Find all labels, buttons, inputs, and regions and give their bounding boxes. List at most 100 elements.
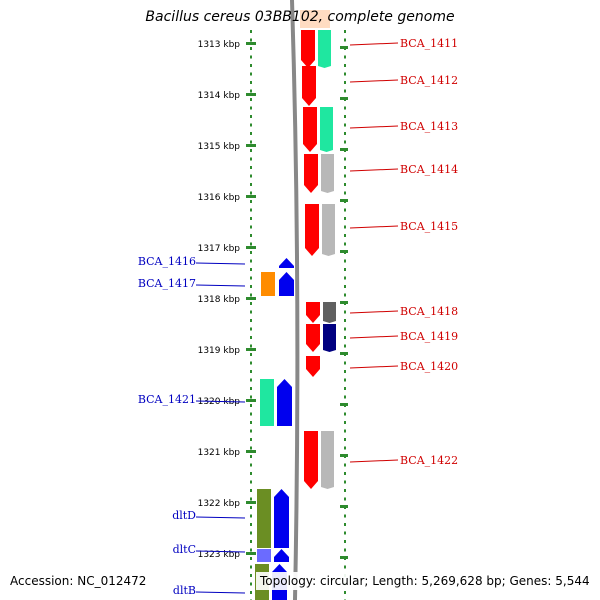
genome-title: Bacillus cereus 03BB102, complete genome <box>145 9 455 25</box>
gene-tag-box <box>257 549 271 562</box>
scale-tick-right <box>340 301 348 304</box>
scale-label: 1323 kbp <box>198 550 241 560</box>
accession-label: Accession: NC_012472 <box>10 574 147 588</box>
gene-leader-line <box>195 591 246 594</box>
gene-leader-line <box>195 284 246 287</box>
gene-arrow <box>305 204 319 256</box>
gene-bca_1418[interactable]: BCA_1418 <box>306 302 458 323</box>
gene-label[interactable]: BCA_1417 <box>138 277 196 290</box>
genome-backbone <box>290 0 300 600</box>
scale-tick-right <box>340 97 348 100</box>
gene-tag-box <box>321 154 334 193</box>
gene-leader-line <box>195 262 246 265</box>
gene-arrow <box>304 431 318 489</box>
gene-leader-line <box>349 310 399 314</box>
gene-leader-line <box>349 79 399 83</box>
gene-label[interactable]: BCA_1420 <box>400 360 458 373</box>
gene-arrow <box>302 66 316 106</box>
gene-leader-line <box>195 400 246 403</box>
scale-label: 1316 kbp <box>198 193 241 203</box>
gene-tag-box <box>322 204 335 256</box>
gene-arrow <box>303 107 317 152</box>
gene-leader-line <box>349 168 399 172</box>
gene-label[interactable]: BCA_1418 <box>400 305 458 318</box>
gene-bca_1412[interactable]: BCA_1412 <box>302 66 458 106</box>
gene-dltd[interactable]: dltD <box>172 489 289 548</box>
gene-bca_1420[interactable]: BCA_1420 <box>306 356 458 377</box>
scale-label: 1319 kbp <box>198 346 241 356</box>
scale-tick-left <box>246 93 256 96</box>
scale-tick-left <box>246 399 256 402</box>
scale-tick-left <box>246 144 256 147</box>
gene-arrow <box>301 30 315 68</box>
gene-arrow <box>279 258 294 268</box>
gene-tag-box <box>261 272 275 296</box>
scale-tick-left <box>246 195 256 198</box>
gene-arrow <box>274 549 289 562</box>
gene-tag-box <box>260 379 274 426</box>
scale-label: 1320 kbp <box>198 397 241 407</box>
gene-bca_1421[interactable]: BCA_1421 <box>138 379 292 426</box>
gene-tag-box <box>323 302 336 323</box>
gene-leader-line <box>349 335 399 339</box>
scale-labels: 1313 kbp 1314 kbp 1315 kbp 1316 kbp 1317 kbp… <box>198 40 348 560</box>
gene-bca_1419[interactable]: BCA_1419 <box>306 324 458 352</box>
gene-leader-line <box>349 42 399 46</box>
gene-label[interactable]: BCA_1419 <box>400 330 458 343</box>
backbone-top-highlight <box>300 10 330 28</box>
gene-arrow <box>279 272 294 296</box>
gene-label[interactable]: BCA_1411 <box>400 37 458 50</box>
forward-strand-genes: BCA_1411 BCA_1412 BCA_1413 BCA_1414 BCA_1415… <box>301 30 458 489</box>
gene-bca_1415[interactable]: BCA_1415 <box>305 204 458 256</box>
scale-axis-right <box>344 30 346 600</box>
gene-leader-line <box>349 459 399 463</box>
scale-tick-left <box>246 42 256 45</box>
scale-label: 1313 kbp <box>198 40 241 50</box>
scale-tick-left <box>246 501 256 504</box>
gene-label[interactable]: BCA_1412 <box>400 74 458 87</box>
scale-label: 1314 kbp <box>198 91 241 101</box>
gene-tag-box <box>321 431 334 489</box>
gene-tag-box <box>318 30 331 68</box>
gene-label[interactable]: BCA_1415 <box>400 220 458 233</box>
scale-tick-left <box>246 348 256 351</box>
gene-leader-line <box>349 365 399 369</box>
scale-label: 1317 kbp <box>198 244 241 254</box>
gene-label[interactable]: BCA_1414 <box>400 163 458 176</box>
gene-arrow <box>304 154 318 193</box>
gene-arrow <box>306 324 320 352</box>
gene-label[interactable]: BCA_1421 <box>138 393 196 406</box>
scale-tick-right <box>340 505 348 508</box>
gene-arrow <box>277 379 292 426</box>
scale-tick-right <box>340 403 348 406</box>
scale-tick-left <box>246 552 256 555</box>
gene-label[interactable]: BCA_1413 <box>400 120 458 133</box>
scale-tick-right <box>340 454 348 457</box>
scale-tick-left <box>246 450 256 453</box>
scale-tick-right <box>340 148 348 151</box>
scale-tick-right <box>340 352 348 355</box>
gene-leader-line <box>195 550 246 553</box>
gene-leader-line <box>195 516 246 519</box>
gene-label[interactable]: dltC <box>173 543 196 556</box>
gene-leader-line <box>349 125 399 129</box>
gene-label[interactable]: dltD <box>172 509 196 522</box>
genome-summary: Topology: circular; Length: 5,269,628 bp… <box>256 572 594 590</box>
gene-bca_1411[interactable]: BCA_1411 <box>301 30 458 68</box>
gene-bca_1416[interactable]: BCA_1416 <box>138 255 294 268</box>
gene-leader-line <box>349 225 399 229</box>
gene-bca_1422[interactable]: BCA_1422 <box>304 431 458 489</box>
scale-label: 1322 kbp <box>198 499 241 509</box>
scale-tick-right <box>340 46 348 49</box>
scale-label: 1315 kbp <box>198 142 241 152</box>
gene-bca_1413[interactable]: BCA_1413 <box>303 107 458 152</box>
gene-bca_1417[interactable]: BCA_1417 <box>138 272 294 296</box>
gene-label[interactable]: BCA_1422 <box>400 454 458 467</box>
gene-label[interactable]: dltB <box>173 584 196 597</box>
scale-tick-left <box>246 246 256 249</box>
reverse-strand-genes: BCA_1416 BCA_1417 BCA_1421 dltD dltC dltB <box>138 255 294 600</box>
gene-label[interactable]: BCA_1416 <box>138 255 196 268</box>
gene-dltc[interactable]: dltC <box>173 543 289 562</box>
gene-bca_1414[interactable]: BCA_1414 <box>304 154 458 193</box>
